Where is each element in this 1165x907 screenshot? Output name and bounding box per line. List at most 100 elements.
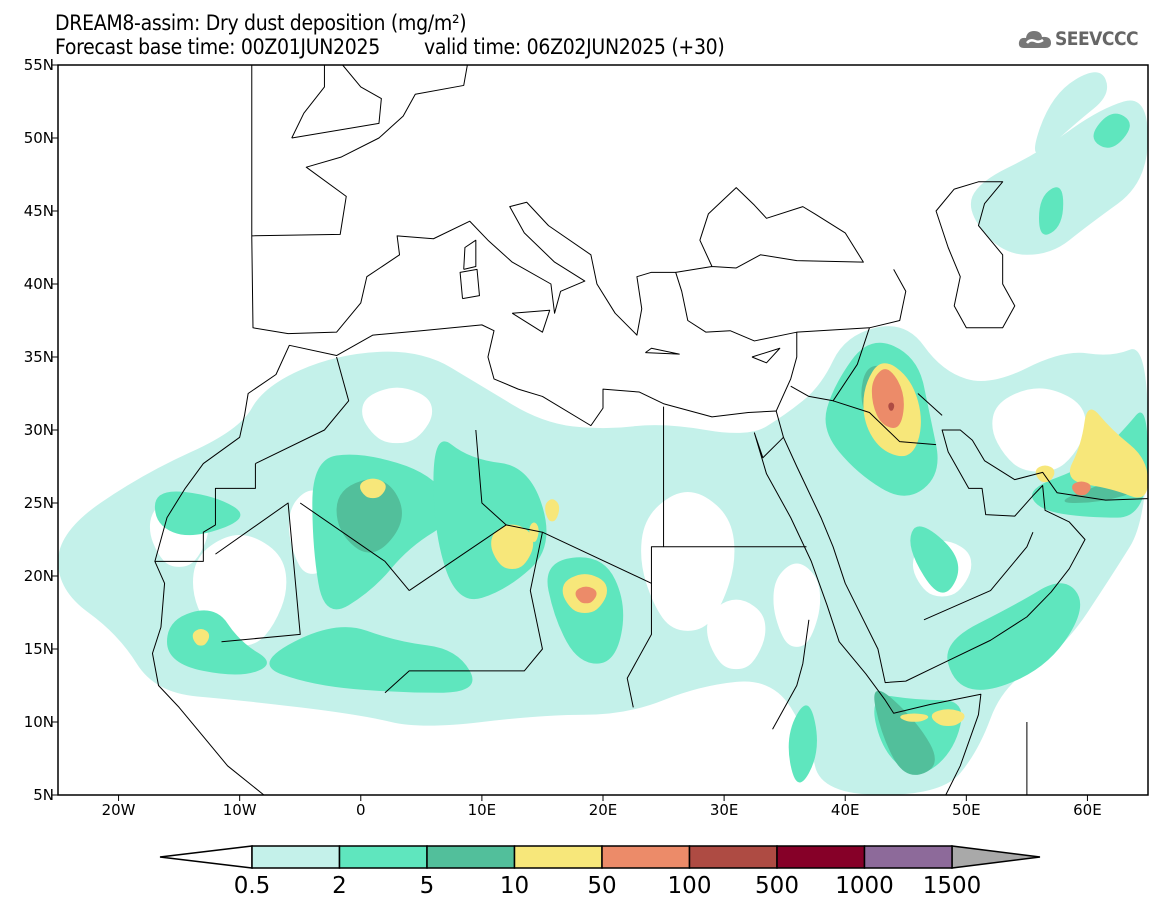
- dust-contour-level-1: [788, 705, 817, 783]
- dust-contour-level-1: [1093, 113, 1130, 148]
- dust-contour-level-4: [1072, 481, 1091, 496]
- lat-label: 20N: [24, 567, 54, 585]
- dust-contour-level-1: [947, 583, 1081, 690]
- lon-label: 50E: [952, 801, 981, 819]
- colorbar-bin: [426, 845, 516, 869]
- boundary-line: [935, 181, 1016, 329]
- coastline-layer: [151, 65, 1148, 795]
- boundary-line: [917, 393, 943, 416]
- lon-label: 10W: [223, 801, 257, 819]
- colorbar-label: 500: [755, 873, 799, 899]
- dust-contour-level-1: [910, 526, 959, 593]
- dust-contour-level-5: [888, 402, 895, 411]
- dust-contour-level-4: [871, 369, 904, 429]
- boundary-line: [215, 502, 301, 643]
- colorbar-bin: [338, 845, 428, 869]
- dust-free-area: [992, 388, 1086, 472]
- lon-label: 30E: [710, 801, 739, 819]
- lat-label: 45N: [24, 202, 54, 220]
- boundary-line: [151, 324, 982, 795]
- boundary-line: [154, 463, 256, 562]
- dust-free-area: [362, 387, 433, 444]
- logo-text: SEEVCCC: [1055, 28, 1139, 50]
- boundary-line: [475, 429, 507, 526]
- dust-contour-level-3: [529, 522, 539, 542]
- lat-label: 15N: [24, 640, 54, 658]
- dust-contour-level-2: [336, 479, 402, 553]
- dust-contour-level-0: [1034, 72, 1108, 154]
- colorbar-bin: [688, 845, 778, 869]
- cloud-icon: [1018, 31, 1051, 48]
- dust-free-area: [707, 599, 766, 670]
- lat-label: 40N: [24, 275, 54, 293]
- boundary-line: [783, 429, 1148, 684]
- dust-contour-level-2: [874, 690, 935, 775]
- colorbar-bin: [863, 845, 953, 869]
- colorbar-under-arrow: [159, 845, 253, 869]
- lat-label: 55N: [24, 56, 54, 74]
- dust-contour-level-3: [545, 499, 560, 522]
- colorbar-label: 100: [668, 873, 712, 899]
- boundary-line: [772, 619, 810, 730]
- boundary-line: [384, 524, 543, 694]
- boundary-line: [291, 65, 325, 139]
- dust-contour-level-1: [269, 627, 473, 693]
- boundary-line: [796, 269, 907, 333]
- colorbar-bin: [251, 845, 341, 869]
- lon-label: 10E: [468, 801, 497, 819]
- boundary-line: [542, 406, 665, 584]
- boundary-line: [511, 309, 551, 333]
- boundary-line: [751, 347, 781, 364]
- colorbar-bin: [776, 845, 866, 869]
- dust-free-area: [641, 491, 735, 631]
- colorbar-label: 2: [332, 873, 347, 899]
- valid-time: valid time: 06Z02JUN2025 (+30): [423, 35, 725, 59]
- colorbar-over-arrow: [951, 845, 1041, 869]
- colorbar-label: 1000: [835, 873, 894, 899]
- dust-contour-level-3: [491, 524, 534, 570]
- dust-contour-level-3: [931, 709, 965, 726]
- boundary-line: [923, 532, 1034, 621]
- axis-labels: 55N 50N 45N 40N 35N 30N 25N 20N 15N 10N 5N 20W 10W 0 1…: [24, 56, 1102, 819]
- lon-label: 20E: [589, 801, 618, 819]
- boundary-line: [459, 268, 480, 300]
- colorbar-label: 5: [420, 873, 435, 899]
- lat-label: 30N: [24, 421, 54, 439]
- map-title: DREAM8-assim: Dry dust deposition (mg/m²…: [55, 11, 467, 35]
- colorbar: 0.5 2 5 10 50 100 500 1000 1500: [159, 845, 1041, 899]
- time-info: Forecast base time: 00Z01JUN2025 valid ti…: [55, 35, 725, 59]
- boundary-line: [463, 239, 477, 270]
- boundary-line: [626, 583, 652, 708]
- dust-contour-level-3: [900, 713, 929, 722]
- dust-contour-level-1: [167, 610, 267, 675]
- boundary-line: [251, 65, 798, 412]
- dust-contour-level-3: [1035, 465, 1055, 483]
- lat-label: 35N: [24, 348, 54, 366]
- lat-label: 50N: [24, 129, 54, 147]
- boundary-line: [299, 502, 410, 591]
- seevccc-logo: SEEVCCC: [1018, 28, 1139, 50]
- colorbar-label: 1500: [923, 873, 982, 899]
- boundary-line: [251, 65, 468, 237]
- dust-contour-level-3: [1069, 409, 1148, 498]
- colorbar-bin: [513, 845, 603, 869]
- dust-contour-level-3: [360, 478, 386, 499]
- lon-label: 60E: [1073, 801, 1102, 819]
- lon-label: 20W: [102, 801, 136, 819]
- lon-label: 0: [356, 801, 366, 819]
- colorbar-label: 50: [587, 873, 616, 899]
- dust-field-layer: [58, 72, 1148, 795]
- dust-free-area: [604, 391, 699, 425]
- colorbar-bin: [601, 845, 691, 869]
- colorbar-label: 0.5: [234, 873, 271, 899]
- base-time: Forecast base time: 00Z01JUN2025: [55, 35, 380, 59]
- lat-label: 10N: [24, 713, 54, 731]
- dust-contour-level-3: [192, 628, 210, 646]
- dust-contour-level-1: [1039, 187, 1064, 235]
- boundary-line: [291, 65, 382, 139]
- colorbar-label: 10: [500, 873, 529, 899]
- lat-label: 25N: [24, 494, 54, 512]
- boundary-line: [255, 356, 350, 465]
- boundary-line: [832, 400, 937, 446]
